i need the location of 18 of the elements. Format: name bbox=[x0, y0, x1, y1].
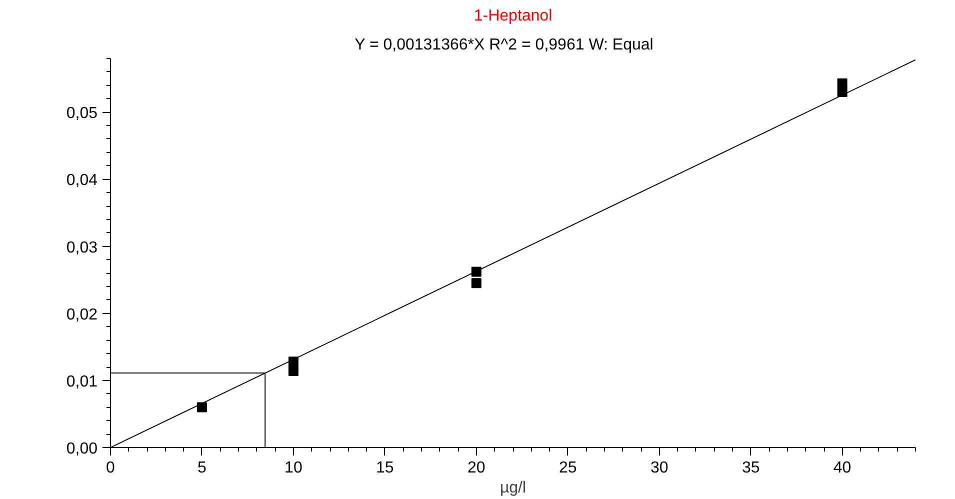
y-tick-label: 0,04 bbox=[66, 172, 98, 190]
x-tick-label: 10 bbox=[284, 460, 302, 476]
x-tick-label: 0 bbox=[106, 460, 116, 476]
chart-subtitle: Y = 0,00131366*X R^2 = 0,9961 W: Equal bbox=[354, 36, 654, 54]
y-tick-label: 0,05 bbox=[66, 105, 98, 122]
x-tick-label: 40 bbox=[833, 460, 852, 476]
y-tick-label: 0,00 bbox=[66, 440, 98, 458]
x-tick-label: 15 bbox=[376, 460, 394, 476]
x-tick-label: 20 bbox=[468, 460, 486, 476]
x-tick-label: 25 bbox=[558, 460, 577, 476]
x-tick-label: 5 bbox=[198, 460, 207, 476]
x-axis-title: µg/l bbox=[500, 480, 526, 496]
y-tick-label: 0,03 bbox=[66, 239, 98, 256]
y-tick-label: 0,01 bbox=[66, 373, 98, 390]
chart-title: 1-Heptanol bbox=[474, 8, 552, 24]
y-tick-label: 0,02 bbox=[66, 306, 98, 324]
x-tick-label: 35 bbox=[742, 460, 760, 476]
x-tick-label: 30 bbox=[650, 460, 668, 476]
